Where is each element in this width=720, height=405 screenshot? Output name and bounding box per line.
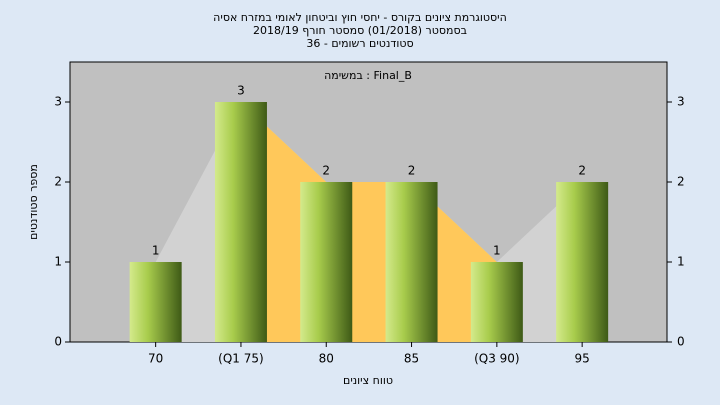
- y-tick-label: 1: [54, 255, 62, 269]
- y-tick-label: 0: [54, 335, 62, 349]
- x-tick-label: 95: [575, 352, 590, 366]
- y-tick-label: 2: [54, 175, 62, 189]
- y2-tick-label: 2: [677, 175, 685, 189]
- chart-subtitle-2: סטודנטים רשומים - 36: [306, 37, 413, 50]
- y2-tick-label: 3: [677, 95, 685, 109]
- bar: [385, 182, 438, 342]
- bar: [470, 262, 523, 342]
- chart-subtitle: בסמסטר (01/2018) סמסטר חורף 2018/19: [253, 24, 467, 37]
- value-label: 2: [408, 164, 416, 178]
- x-tick-label: (Q1 75): [218, 352, 264, 366]
- x-tick-label: 70: [148, 352, 163, 366]
- value-label: 2: [578, 164, 586, 178]
- annotation: במשימה : Final_B: [324, 69, 412, 82]
- bar: [129, 262, 182, 342]
- value-label: 1: [152, 244, 160, 258]
- chart-title: היסטוגרמת ציונים בקורס - יחסי חוץ וביטחו…: [213, 11, 507, 24]
- value-label: 3: [237, 84, 245, 98]
- x-tick-label: (Q3 90): [474, 352, 520, 366]
- x-axis-label: טווח ציונים: [343, 374, 393, 387]
- y2-tick-label: 0: [677, 335, 685, 349]
- value-label: 1: [493, 244, 501, 258]
- bar: [214, 102, 267, 342]
- y2-tick-label: 1: [677, 255, 685, 269]
- bar: [300, 182, 353, 342]
- value-label: 2: [322, 164, 330, 178]
- x-tick-label: 80: [319, 352, 334, 366]
- x-tick-label: 85: [404, 352, 419, 366]
- y-tick-label: 3: [54, 95, 62, 109]
- bar: [556, 182, 609, 342]
- y-axis-label: מספר סטודנטים: [27, 164, 40, 240]
